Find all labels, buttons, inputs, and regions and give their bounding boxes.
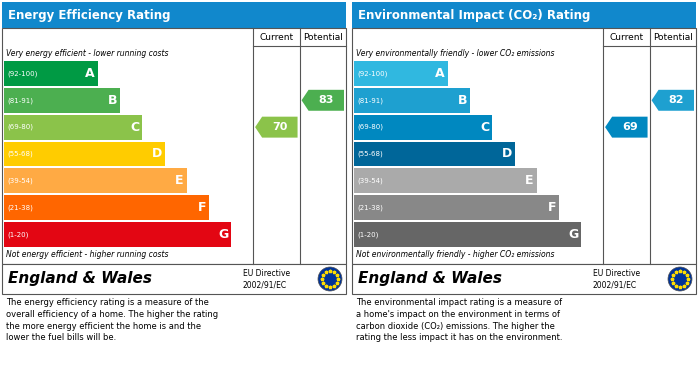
Text: (81-91): (81-91) xyxy=(7,97,33,104)
Text: (39-54): (39-54) xyxy=(357,178,383,184)
Bar xyxy=(352,28,696,264)
Text: EU Directive
2002/91/EC: EU Directive 2002/91/EC xyxy=(243,269,290,289)
Text: Not energy efficient - higher running costs: Not energy efficient - higher running co… xyxy=(6,250,169,259)
Bar xyxy=(354,222,582,247)
Bar xyxy=(4,222,232,247)
Text: EU Directive
2002/91/EC: EU Directive 2002/91/EC xyxy=(593,269,640,289)
Text: (1-20): (1-20) xyxy=(7,231,29,238)
Text: 83: 83 xyxy=(318,95,334,105)
Text: England & Wales: England & Wales xyxy=(8,271,152,287)
Text: (55-68): (55-68) xyxy=(357,151,383,157)
Bar xyxy=(2,28,346,264)
Bar xyxy=(352,264,696,294)
Text: Current: Current xyxy=(609,32,643,41)
Bar xyxy=(4,61,98,86)
Polygon shape xyxy=(605,117,648,138)
Text: F: F xyxy=(547,201,556,214)
Bar xyxy=(4,169,187,193)
Text: C: C xyxy=(480,121,489,134)
Text: Not environmentally friendly - higher CO₂ emissions: Not environmentally friendly - higher CO… xyxy=(356,250,554,259)
Bar xyxy=(4,142,164,167)
Text: A: A xyxy=(435,67,445,80)
Text: (81-91): (81-91) xyxy=(357,97,383,104)
Bar xyxy=(352,2,696,28)
Text: 82: 82 xyxy=(668,95,684,105)
Text: Very environmentally friendly - lower CO₂ emissions: Very environmentally friendly - lower CO… xyxy=(356,49,554,58)
Text: 70: 70 xyxy=(272,122,288,132)
Text: G: G xyxy=(568,228,578,241)
Text: Environmental Impact (CO₂) Rating: Environmental Impact (CO₂) Rating xyxy=(358,9,590,22)
Bar xyxy=(4,115,142,140)
Polygon shape xyxy=(302,90,344,111)
Text: (55-68): (55-68) xyxy=(7,151,33,157)
Bar xyxy=(354,88,470,113)
Circle shape xyxy=(668,267,692,291)
Text: Current: Current xyxy=(259,32,293,41)
Text: The energy efficiency rating is a measure of the
overall efficiency of a home. T: The energy efficiency rating is a measur… xyxy=(6,298,218,343)
Text: Potential: Potential xyxy=(303,32,343,41)
Text: D: D xyxy=(151,147,162,160)
Polygon shape xyxy=(255,117,298,138)
Text: B: B xyxy=(458,94,467,107)
Text: G: G xyxy=(218,228,228,241)
Text: E: E xyxy=(526,174,534,187)
Text: (21-38): (21-38) xyxy=(357,204,383,211)
Polygon shape xyxy=(652,90,694,111)
Text: A: A xyxy=(85,67,95,80)
Text: D: D xyxy=(501,147,512,160)
Text: F: F xyxy=(197,201,206,214)
Text: Very energy efficient - lower running costs: Very energy efficient - lower running co… xyxy=(6,49,169,58)
Text: 69: 69 xyxy=(622,122,638,132)
Text: E: E xyxy=(176,174,184,187)
Text: B: B xyxy=(108,94,117,107)
Text: The environmental impact rating is a measure of
a home's impact on the environme: The environmental impact rating is a mea… xyxy=(356,298,563,343)
Circle shape xyxy=(318,267,342,291)
Text: C: C xyxy=(130,121,139,134)
Text: Energy Efficiency Rating: Energy Efficiency Rating xyxy=(8,9,171,22)
Text: England & Wales: England & Wales xyxy=(358,271,502,287)
Text: (92-100): (92-100) xyxy=(357,70,387,77)
Text: (21-38): (21-38) xyxy=(7,204,33,211)
Text: (69-80): (69-80) xyxy=(7,124,33,130)
Text: (39-54): (39-54) xyxy=(7,178,33,184)
Bar xyxy=(2,2,346,28)
Text: (92-100): (92-100) xyxy=(7,70,37,77)
Text: (69-80): (69-80) xyxy=(357,124,383,130)
Bar xyxy=(4,195,209,220)
Bar xyxy=(354,195,559,220)
Bar xyxy=(4,88,120,113)
Bar xyxy=(354,142,514,167)
Text: Potential: Potential xyxy=(653,32,693,41)
Text: (1-20): (1-20) xyxy=(357,231,379,238)
Bar xyxy=(354,61,448,86)
Bar xyxy=(2,264,346,294)
Bar xyxy=(354,115,492,140)
Bar xyxy=(354,169,537,193)
